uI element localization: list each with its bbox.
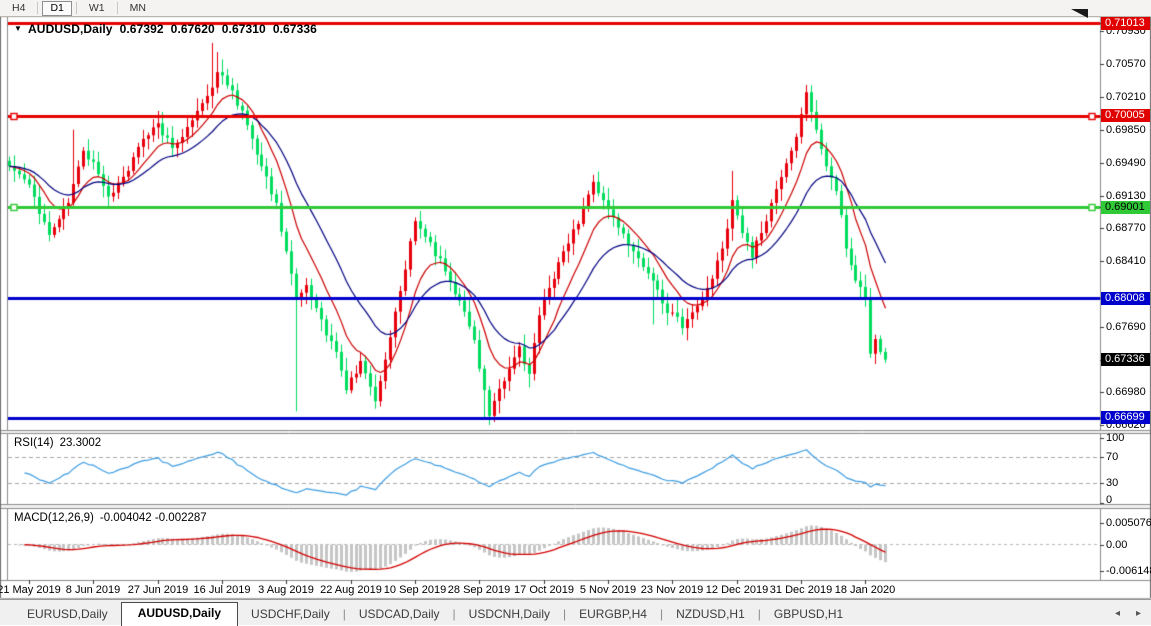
toolbar-separator: [75, 2, 77, 14]
tab-separator: |: [452, 607, 456, 621]
chart-shift-marker: [1071, 9, 1088, 18]
timeframe-toolbar: H4 D1 W1 MN: [0, 0, 1151, 17]
symbol-dropdown-icon[interactable]: ▼: [14, 23, 23, 33]
date-tick-label: 10 Sep 2019: [383, 584, 447, 596]
timeframe-button-w1[interactable]: W1: [88, 1, 105, 14]
price-tick-label: 0.66980: [1106, 386, 1146, 399]
date-tick-label: 28 Sep 2019: [447, 584, 511, 596]
tab-separator: |: [342, 607, 346, 621]
macd-name: MACD(12,26,9): [14, 512, 94, 524]
ohlc-low: 0.67310: [221, 22, 266, 36]
date-tick-label: 21 May 2019: [0, 584, 61, 596]
tab-separator: |: [757, 607, 761, 621]
rsi-axis-label: 30: [1106, 477, 1119, 489]
timeframe-button-h4[interactable]: H4: [12, 1, 26, 14]
tab-usdcnh[interactable]: USDCNH,Daily: [468, 607, 551, 621]
price-badge-068008: 0.68008: [1101, 291, 1150, 305]
toolbar-separator: [116, 2, 118, 14]
rsi-axis-label: 70: [1106, 451, 1119, 463]
tab-separator: |: [563, 607, 567, 621]
tabs-scroll-left-icon[interactable]: ◂: [1114, 608, 1120, 619]
date-tick-label: 31 Dec 2019: [769, 584, 833, 596]
symbol-tabbar: EURUSD,Daily AUDUSD,Daily USDCHF,Daily | USD…: [0, 599, 1151, 626]
rsi-value: 23.3002: [59, 437, 102, 449]
tab-usdcad[interactable]: USDCAD,Daily: [358, 607, 440, 621]
price-tick-label: 0.68770: [1106, 222, 1146, 235]
tab-eurgbp[interactable]: EURGBP,H4: [579, 607, 647, 621]
price-badge-069001: 0.69001: [1101, 200, 1150, 214]
timeframe-button-mn[interactable]: MN: [129, 1, 146, 14]
price-tick-label: 0.70210: [1106, 90, 1146, 103]
tab-gbpusd[interactable]: GBPUSD,H1: [773, 607, 844, 621]
price-tick-label: 0.69490: [1106, 156, 1146, 169]
price-tick-label: 0.69850: [1106, 123, 1146, 136]
price-tick-label: 0.68410: [1106, 255, 1146, 268]
date-tick-label: 3 Aug 2019: [258, 584, 314, 596]
timeframe-button-d1[interactable]: D1: [42, 0, 72, 16]
date-tick-label: 18 Jan 2020: [834, 584, 896, 596]
tab-separator: |: [659, 607, 664, 621]
macd-axis-label: -0.006148: [1106, 564, 1151, 577]
ohlc-close: 0.67336: [272, 22, 317, 36]
price-badge-067336: 0.67336: [1101, 353, 1150, 367]
toolbar-separator: [37, 2, 39, 14]
date-tick-label: 8 Jun 2019: [65, 584, 121, 596]
macd-values: -0.004042 -0.002287: [99, 512, 207, 524]
price-tick-label: 0.70570: [1106, 57, 1146, 70]
tab-nzdusd[interactable]: NZDUSD,H1: [676, 607, 745, 621]
macd-axis-label: 0.005076: [1106, 516, 1151, 529]
rsi-name: RSI(14): [14, 437, 54, 449]
price-tick-label: 0.69130: [1106, 189, 1146, 202]
rsi-label: RSI(14) 23.3002: [14, 437, 101, 449]
price-badge-070005: 0.70005: [1101, 109, 1150, 123]
date-tick-label: 5 Nov 2019: [579, 584, 637, 596]
ohlc-high: 0.67620: [170, 22, 215, 36]
date-tick-label: 17 Oct 2019: [514, 584, 574, 596]
macd-axis-label: 0.00: [1106, 538, 1128, 551]
tab-audusd[interactable]: AUDUSD,Daily: [120, 602, 239, 626]
date-tick-label: 16 Jul 2019: [193, 584, 251, 596]
chart-title: ▼ AUDUSD,Daily 0.67392 0.67620 0.67310 0…: [14, 22, 317, 36]
price-tick-label: 0.67690: [1106, 321, 1146, 334]
date-tick-label: 27 Jun 2019: [127, 584, 189, 596]
price-badge-071013: 0.71013: [1101, 16, 1150, 30]
tab-usdchf[interactable]: USDCHF,Daily: [251, 607, 330, 621]
date-tick-label: 12 Dec 2019: [705, 584, 769, 596]
date-tick-label: 23 Nov 2019: [640, 584, 704, 596]
tabs-scroll-right-icon[interactable]: ▸: [1135, 608, 1141, 619]
rsi-axis-label: 0: [1106, 494, 1113, 506]
ohlc-open: 0.67392: [119, 22, 164, 36]
symbol-name: AUDUSD,Daily: [28, 22, 113, 36]
macd-label: MACD(12,26,9) -0.004042 -0.002287: [14, 512, 207, 524]
date-tick-label: 22 Aug 2019: [320, 584, 382, 596]
rsi-axis-label: 100: [1106, 431, 1125, 444]
price-badge-066699: 0.66699: [1101, 411, 1150, 425]
tab-eurusd[interactable]: EURUSD,Daily: [27, 607, 108, 621]
